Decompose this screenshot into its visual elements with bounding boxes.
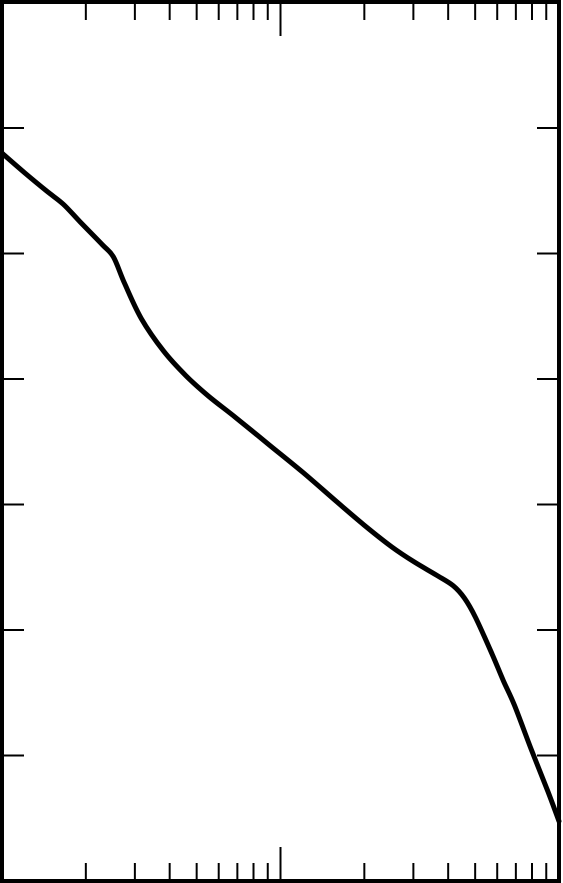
series-line [0,150,562,824]
